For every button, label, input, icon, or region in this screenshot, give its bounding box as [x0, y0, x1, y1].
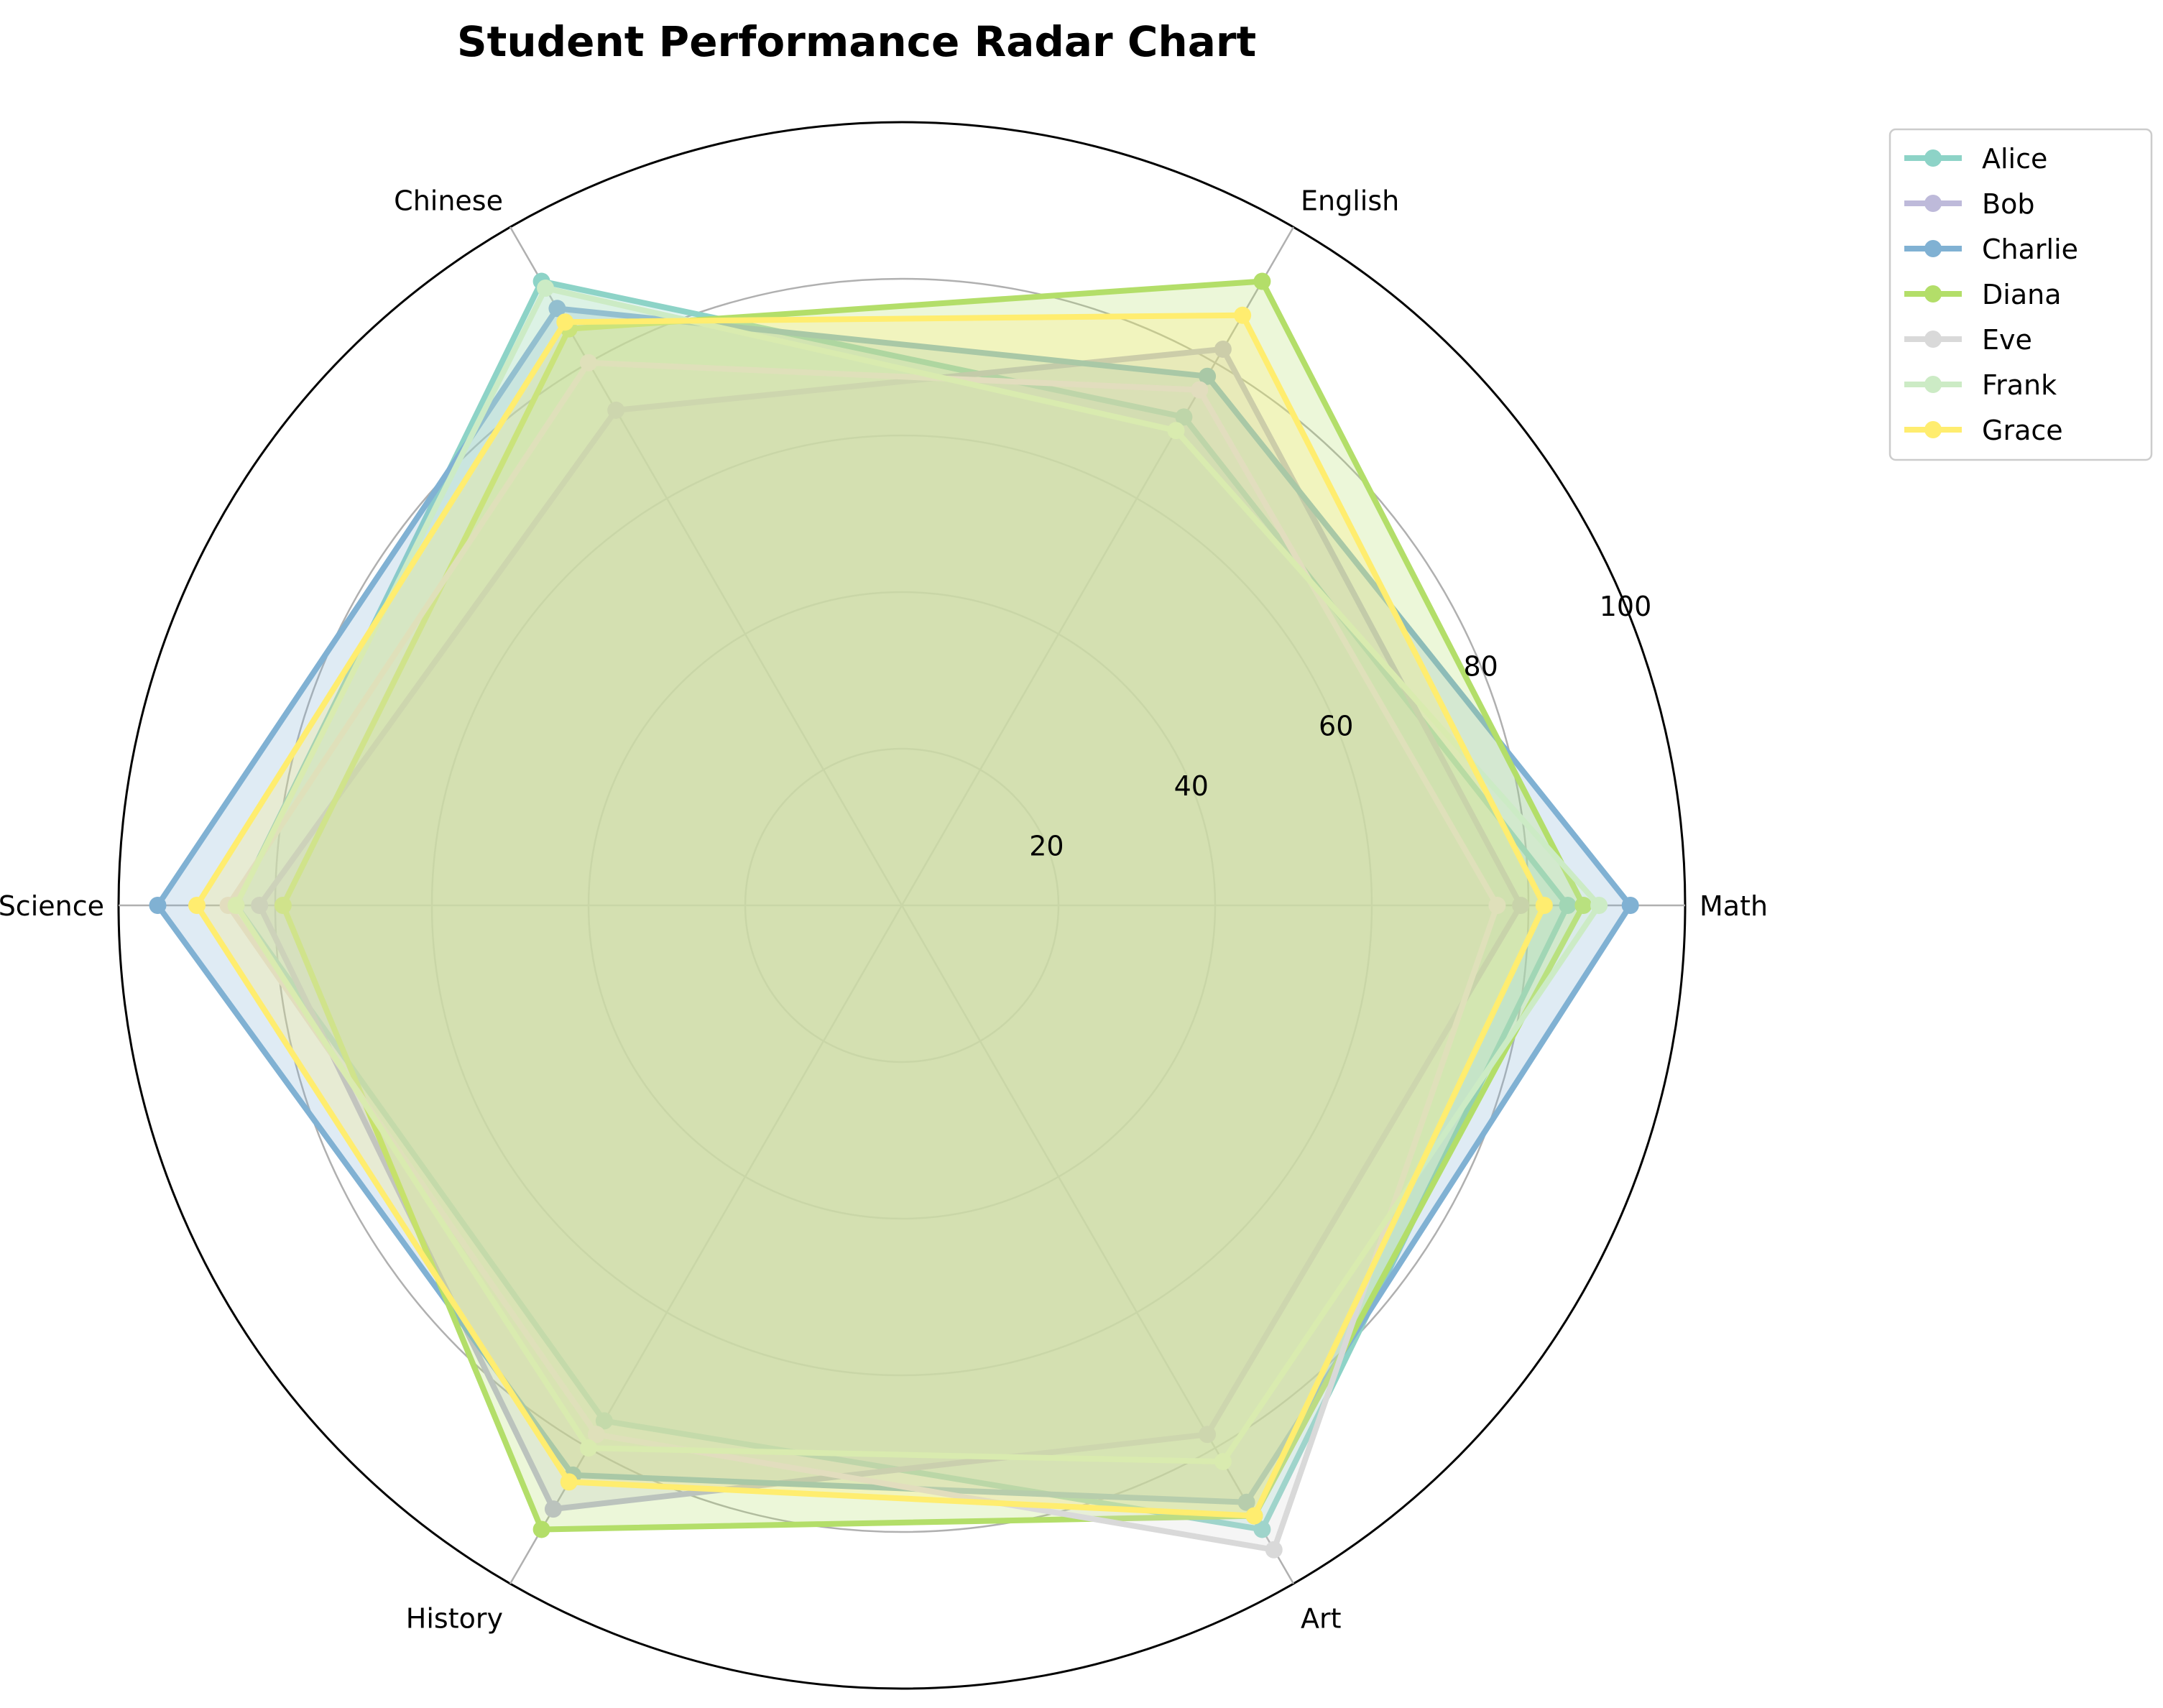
- point-eve-math: [1488, 897, 1506, 914]
- axis-label-science: Science: [0, 890, 104, 922]
- point-alice-art: [1253, 1520, 1271, 1538]
- legend-item-eve: Eve: [1904, 324, 2032, 356]
- point-charlie-chinese: [548, 300, 566, 318]
- point-eve-chinese: [580, 354, 597, 371]
- legend-label: Grace: [1982, 415, 2063, 446]
- legend-label: Bob: [1982, 188, 2034, 220]
- point-frank-math: [1590, 897, 1608, 914]
- series-fill-frank: [236, 288, 1600, 1462]
- point-grace-science: [188, 897, 206, 914]
- point-diana-science: [274, 897, 292, 914]
- legend-item-grace: Grace: [1904, 415, 2063, 446]
- r-tick-label-40: 40: [1174, 770, 1209, 802]
- point-bob-science: [251, 897, 269, 914]
- point-bob-chinese: [607, 401, 625, 419]
- axis-label-math: Math: [1700, 890, 1768, 922]
- axis-label-art: Art: [1301, 1602, 1342, 1634]
- legend-marker: [1924, 149, 1942, 167]
- point-grace-chinese: [556, 313, 574, 331]
- r-tick-label-80: 80: [1463, 650, 1498, 682]
- point-charlie-english: [1199, 367, 1217, 385]
- axis-label-chinese: Chinese: [394, 185, 503, 217]
- point-grace-history: [560, 1473, 578, 1491]
- legend: Alice Bob Charlie Diana Eve Frank Grace: [1888, 128, 2153, 461]
- legend-item-frank: Frank: [1904, 369, 2057, 401]
- series-fill-grace: [197, 315, 1544, 1516]
- legend-item-charlie: Charlie: [1904, 234, 2078, 265]
- series-frank: [227, 279, 1608, 1471]
- legend-label: Charlie: [1982, 234, 2078, 265]
- series-fill-eve: [228, 362, 1498, 1550]
- legend-marker: [1924, 285, 1942, 303]
- legend-box: [1888, 128, 2153, 461]
- chart-title: Student Performance Radar Chart: [457, 17, 1256, 66]
- series-fill-charlie: [157, 308, 1631, 1502]
- legend-label: Frank: [1982, 369, 2057, 401]
- point-alice-english: [1175, 408, 1193, 426]
- point-frank-history: [580, 1439, 597, 1457]
- point-frank-english: [1167, 422, 1185, 440]
- point-bob-history: [544, 1500, 562, 1518]
- legend-marker: [1924, 331, 1942, 348]
- point-charlie-art: [1237, 1493, 1255, 1511]
- legend-marker: [1924, 421, 1942, 438]
- point-bob-art: [1199, 1426, 1217, 1444]
- point-diana-english: [1253, 272, 1271, 290]
- legend-marker: [1924, 376, 1942, 393]
- spoke-art: [900, 905, 1295, 1584]
- legend-label: Eve: [1982, 324, 2032, 356]
- point-alice-math: [1559, 897, 1577, 914]
- series-layer: [149, 272, 1639, 1559]
- point-diana-history: [532, 1520, 550, 1538]
- point-eve-history: [587, 1426, 605, 1444]
- r-tick-label-100: 100: [1600, 591, 1652, 622]
- point-alice-history: [595, 1412, 613, 1430]
- point-diana-math: [1574, 897, 1592, 914]
- point-bob-english: [1214, 340, 1232, 358]
- axis-label-english: English: [1301, 185, 1399, 217]
- point-eve-art: [1265, 1541, 1283, 1559]
- legend-item-alice: Alice: [1904, 143, 2047, 175]
- legend-marker: [1924, 240, 1942, 257]
- r-tick-label-20: 20: [1029, 831, 1064, 862]
- point-grace-math: [1535, 897, 1553, 914]
- point-charlie-math: [1621, 897, 1639, 914]
- series-fill-bob: [259, 348, 1521, 1510]
- legend-marker: [1924, 195, 1942, 212]
- r-tick-label-60: 60: [1319, 711, 1353, 742]
- point-grace-art: [1245, 1507, 1263, 1525]
- point-bob-math: [1512, 897, 1530, 914]
- series-fill-alice: [236, 281, 1568, 1530]
- point-eve-english: [1191, 381, 1209, 399]
- legend-item-diana: Diana: [1904, 279, 2061, 310]
- point-charlie-science: [149, 897, 167, 914]
- axis-label-history: History: [406, 1602, 503, 1634]
- series-charlie: [149, 300, 1639, 1511]
- series-grace: [188, 306, 1553, 1525]
- spoke-chinese: [509, 226, 903, 906]
- legend-item-bob: Bob: [1904, 188, 2034, 220]
- point-frank-art: [1214, 1453, 1232, 1471]
- point-frank-science: [227, 897, 245, 914]
- axis-labels: Math English Chinese Science History Art 20 40 6…: [0, 185, 1768, 1635]
- legend-label: Diana: [1982, 279, 2061, 310]
- legend-label: Alice: [1982, 143, 2047, 175]
- point-frank-chinese: [537, 279, 555, 297]
- spoke-english: [900, 226, 1295, 906]
- point-grace-english: [1234, 306, 1252, 324]
- series-bob: [251, 340, 1530, 1518]
- series-fill-diana: [282, 281, 1584, 1530]
